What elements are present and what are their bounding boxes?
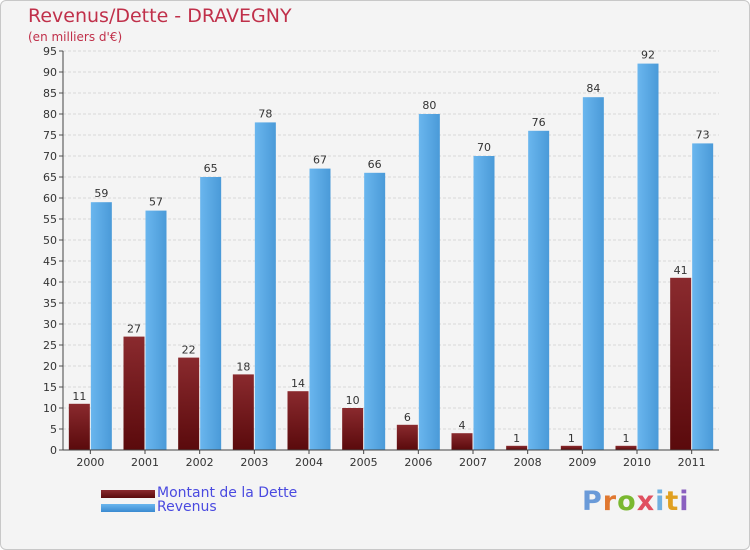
proxiti-logo: Proxiti xyxy=(582,486,690,517)
revenue-bar xyxy=(637,63,659,450)
x-tick-label: 2007 xyxy=(459,456,487,469)
x-tick-label: 2002 xyxy=(186,456,214,469)
revenue-bar xyxy=(309,168,331,450)
debt-bar xyxy=(506,445,528,450)
debt-data-label: 41 xyxy=(674,264,688,277)
revenue-data-label: 59 xyxy=(94,187,108,200)
y-tick-label: 95 xyxy=(43,45,57,58)
y-tick-label: 5 xyxy=(50,423,57,436)
debt-data-label: 6 xyxy=(404,411,411,424)
revenue-bar xyxy=(473,156,495,450)
x-tick-label: 2000 xyxy=(76,456,104,469)
revenue-data-label: 67 xyxy=(313,154,327,167)
y-tick-label: 90 xyxy=(43,66,57,79)
x-tick-label: 2008 xyxy=(514,456,542,469)
debt-data-label: 4 xyxy=(459,419,466,432)
debt-bar xyxy=(342,408,364,450)
x-tick-label: 2004 xyxy=(295,456,323,469)
revenue-data-label: 66 xyxy=(368,158,382,171)
x-tick-label: 2009 xyxy=(568,456,596,469)
revenue-bar xyxy=(582,97,604,450)
y-tick-label: 65 xyxy=(43,171,57,184)
debt-data-label: 27 xyxy=(127,323,141,336)
debt-bar xyxy=(615,445,637,450)
debt-bar xyxy=(123,336,145,450)
revenue-bar xyxy=(90,202,112,450)
legend-label-revenue: Revenus xyxy=(157,499,217,515)
debt-data-label: 18 xyxy=(236,360,250,373)
debt-data-label: 14 xyxy=(291,377,305,390)
revenue-data-label: 70 xyxy=(477,141,491,154)
legend-item-debt: Montant de la Dette xyxy=(101,485,401,503)
y-tick-label: 35 xyxy=(43,297,57,310)
plot-area xyxy=(63,51,719,450)
debt-bar xyxy=(396,424,418,450)
revenue-bar xyxy=(200,177,222,450)
debt-data-label: 22 xyxy=(182,344,196,357)
logo-letter: i xyxy=(679,486,690,517)
debt-bar xyxy=(178,357,200,450)
debt-bar xyxy=(68,403,90,450)
debt-data-label: 1 xyxy=(513,432,520,445)
y-tick-label: 10 xyxy=(43,402,57,415)
legend-swatch-revenue xyxy=(101,504,155,512)
revenue-bar xyxy=(364,172,386,451)
x-tick-label: 2005 xyxy=(350,456,378,469)
chart-title: Revenus/Dette - DRAVEGNY xyxy=(28,5,292,27)
y-tick-label: 85 xyxy=(43,87,57,100)
legend-swatch-debt xyxy=(101,490,155,498)
debt-bar xyxy=(670,277,692,450)
revenue-data-label: 76 xyxy=(532,116,546,129)
logo-letter: i xyxy=(655,486,666,517)
y-tick-label: 75 xyxy=(43,129,57,142)
y-tick-label: 70 xyxy=(43,150,57,163)
debt-data-label: 1 xyxy=(623,432,630,445)
legend-label-debt: Montant de la Dette xyxy=(157,485,298,501)
revenue-data-label: 80 xyxy=(422,99,436,112)
y-tick-label: 15 xyxy=(43,381,57,394)
logo-letter: t xyxy=(665,486,680,517)
y-tick-label: 30 xyxy=(43,318,57,331)
revenue-bar xyxy=(528,130,550,451)
x-tick-label: 2010 xyxy=(623,456,651,469)
y-tick-label: 55 xyxy=(43,213,57,226)
revenue-data-label: 73 xyxy=(696,128,710,141)
x-tick-label: 2001 xyxy=(131,456,159,469)
y-tick-label: 0 xyxy=(50,444,57,457)
logo-letter: x xyxy=(636,486,656,517)
y-tick-label: 25 xyxy=(43,339,57,352)
logo-letter: o xyxy=(617,486,637,517)
debt-data-label: 1 xyxy=(568,432,575,445)
x-tick-label: 2006 xyxy=(404,456,432,469)
y-tick-label: 50 xyxy=(43,234,57,247)
x-tick-label: 2003 xyxy=(240,456,268,469)
debt-data-label: 11 xyxy=(72,390,86,403)
y-tick-label: 60 xyxy=(43,192,57,205)
y-tick-label: 45 xyxy=(43,255,57,268)
revenue-data-label: 92 xyxy=(641,49,655,62)
revenue-data-label: 84 xyxy=(586,82,600,95)
revenue-bar xyxy=(692,143,714,450)
revenue-bar xyxy=(254,122,276,451)
debt-bar xyxy=(287,391,309,450)
y-tick-label: 20 xyxy=(43,360,57,373)
debt-data-label: 10 xyxy=(346,394,360,407)
revenue-data-label: 65 xyxy=(204,162,218,175)
revenue-data-label: 78 xyxy=(258,107,272,120)
logo-letter: P xyxy=(582,486,603,517)
logo-letter: r xyxy=(602,486,618,517)
debt-bar xyxy=(560,445,582,450)
y-tick-label: 80 xyxy=(43,108,57,121)
debt-bar xyxy=(451,433,473,450)
revenue-bar xyxy=(145,210,167,450)
revenue-bar xyxy=(418,114,440,450)
y-tick-label: 40 xyxy=(43,276,57,289)
chart-subtitle: (en milliers d'€) xyxy=(28,30,123,44)
debt-bar xyxy=(232,374,254,450)
x-tick-label: 2011 xyxy=(678,456,706,469)
revenue-data-label: 57 xyxy=(149,196,163,209)
legend-item-revenue: Revenus xyxy=(101,499,401,517)
